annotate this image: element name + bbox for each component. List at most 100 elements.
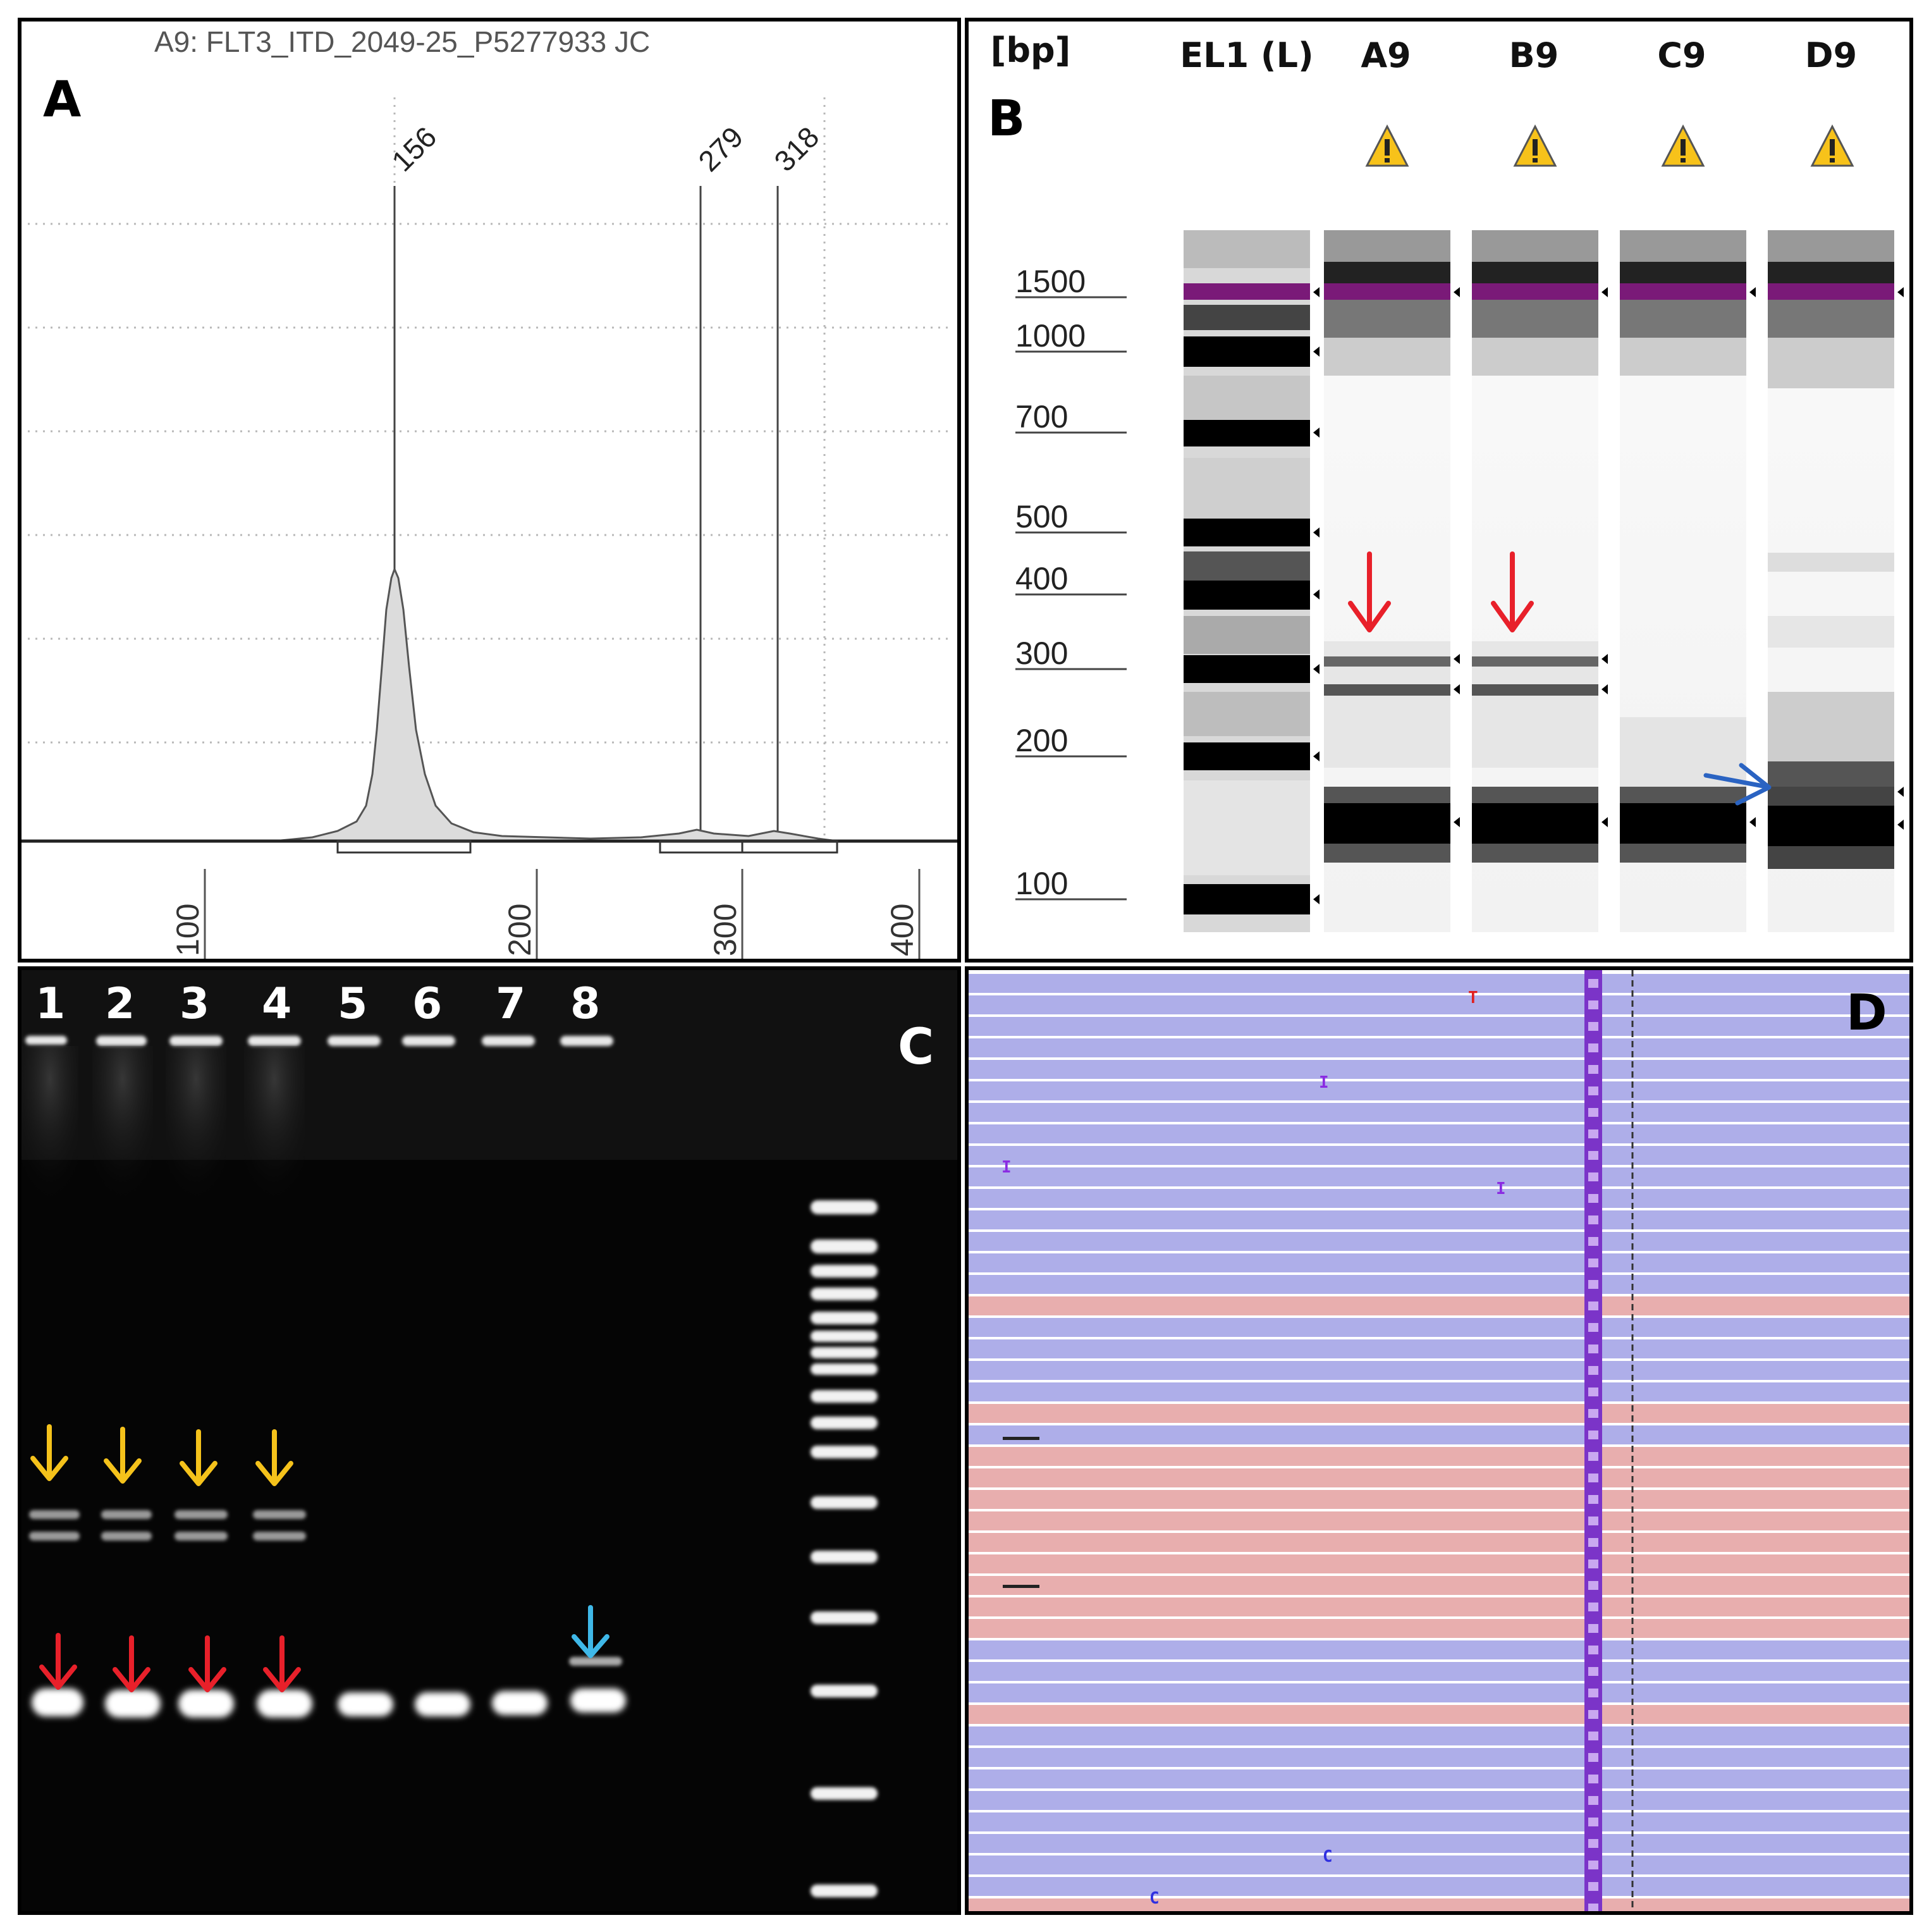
x-axis-ticks [204,869,921,959]
insertion-mark [1588,1000,1598,1009]
insertion-mark [1588,1689,1598,1697]
insertion-mark [1588,1581,1598,1590]
read-row [969,1038,1909,1057]
insertion-mark [1588,1452,1598,1461]
alignment-view: T I I I C C D [969,970,1909,1911]
red-arrow-b9 [1491,551,1534,632]
read-row [969,974,1909,993]
insertion-mark [1588,1667,1598,1676]
read-row [969,1382,1909,1401]
warning-icon[interactable] [1661,124,1705,167]
lane-smears [21,1046,305,1210]
insertion-mark [1588,1560,1598,1568]
mismatch-base: C [1149,1889,1160,1908]
read-row [969,1361,1909,1380]
read-row [969,1404,1909,1423]
red-arrow-a9 [1348,551,1391,632]
gel-wells [25,1036,613,1046]
read-row [969,1189,1909,1208]
insertion-mark [1588,1904,1598,1911]
insertion-mark [1588,1431,1598,1439]
panel-letter-a: A [43,71,81,128]
read-row [969,1124,1909,1143]
read-row [969,1619,1909,1638]
mismatch-base: I [1001,1158,1012,1177]
insertion-mark [1588,1624,1598,1633]
insertion-mark [1588,1151,1598,1160]
panel-c-agarose-gel: 1 2 3 4 5 6 7 8 C [18,966,961,1915]
insertion-mark [1588,1882,1598,1891]
bin-boxes [336,840,838,854]
virtual-gel: B [bp] EL1 (L) A9 B9 C9 D9 [988,30,1904,932]
lane-number-1: 1 [35,979,65,1029]
mismatch-base: I [1319,1073,1329,1092]
lane-header-ladder: EL1 (L) [1180,35,1313,75]
warning-icon[interactable] [1810,124,1854,167]
insertion-mark [1588,1215,1598,1224]
read-row [969,1425,1909,1444]
panel-a-electropherogram: 100 200 300 400 156 279 318 A9: FLT3_ITD… [18,18,961,963]
insertion-mark [1588,1495,1598,1504]
size-scale-ticks [1015,296,1127,901]
lane-c9 [1620,230,1746,932]
lane-header-b9: B9 [1509,35,1559,75]
plot-grid [28,97,951,837]
insertion-mark [1588,1710,1598,1719]
panel-letter-d: D [1846,985,1887,1042]
lane-number-5: 5 [338,979,367,1029]
insertion-mark [1588,1258,1598,1267]
read-row [969,1468,1909,1487]
deletion-mark [1003,1585,1039,1588]
read-row [969,1339,1909,1358]
read-row [969,1253,1909,1272]
read-row [969,1662,1909,1681]
read-row [969,1683,1909,1702]
size-label-500: 500 [1015,499,1068,534]
red-arrows [39,1633,301,1692]
read-row [969,1812,1909,1831]
panel-b-virtual-gel: B [bp] EL1 (L) A9 B9 C9 D9 [965,18,1913,963]
peak-trace [274,566,838,842]
warning-icon[interactable] [1365,124,1409,167]
read-row [969,1877,1909,1896]
insertion-mark [1588,1409,1598,1418]
read-row [969,1167,1909,1186]
lane-8-extra-band [569,1657,622,1666]
insertion-marks [1588,979,1598,1911]
insertion-mark [1588,1753,1598,1762]
read-row [969,1447,1909,1466]
insertion-mark [1588,1732,1598,1740]
read-row [969,1726,1909,1745]
read-row [969,1232,1909,1251]
insertion-mark [1588,1022,1598,1031]
read-row [969,1640,1909,1659]
insertion-mark [1588,1646,1598,1654]
cyan-arrow [572,1605,609,1658]
peak-label-279: 279 [692,120,749,178]
insertion-mark [1588,1796,1598,1805]
read-row [969,1511,1909,1530]
lane-number-6: 6 [412,979,442,1029]
insertion-mark [1588,1108,1598,1117]
ladder-lane [1184,230,1310,932]
lane-number-7: 7 [496,979,525,1029]
size-label-1500: 1500 [1015,264,1086,299]
size-label-200: 200 [1015,723,1068,758]
read-row [969,1275,1909,1294]
band-pointers [1313,287,1904,904]
size-label-100: 100 [1015,866,1068,901]
lane-number-3: 3 [180,979,209,1029]
lane-number-8: 8 [570,979,600,1029]
read-row [969,1576,1909,1595]
insertion-mark [1588,1086,1598,1095]
x-tick-100: 100 [170,904,205,956]
mismatch-base: C [1323,1847,1333,1866]
yellow-arrows [30,1424,293,1486]
read-row [969,1898,1909,1911]
warning-icon[interactable] [1513,124,1557,167]
read-row [969,1769,1909,1788]
insertion-mark [1588,1538,1598,1547]
mismatch-base: T [1468,988,1478,1007]
lane-number-2: 2 [105,979,135,1029]
read-row [969,1705,1909,1724]
